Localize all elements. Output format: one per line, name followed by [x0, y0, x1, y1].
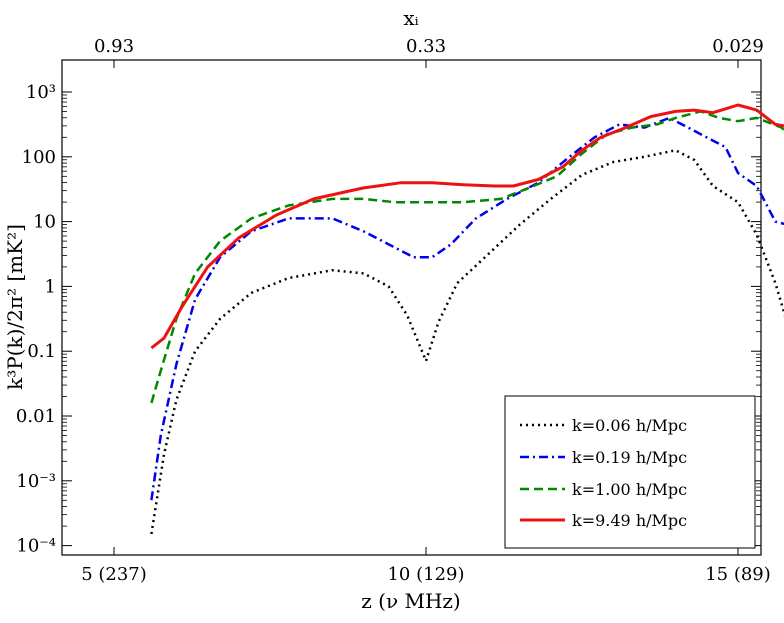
legend-label-k949: k=9.49 h/Mpc: [572, 511, 687, 530]
plot-frame: [61, 59, 762, 556]
x-tick-label-2: 15 (89): [705, 564, 771, 585]
y-tick-label-2: 10: [33, 212, 56, 233]
legend-label-k019: k=0.19 h/Mpc: [572, 448, 687, 467]
y-tick-label-7: 10⁻⁴: [16, 536, 56, 557]
y-axis-label: k³P(k)/2π² [mK²]: [3, 224, 27, 390]
series-line-2: [150, 110, 784, 404]
y-tick-label-1: 100: [22, 147, 56, 168]
legend: k=0.06 h/Mpc k=0.19 h/Mpc k=1.00 h/Mpc k…: [504, 395, 756, 549]
y-tick-label-3: 1: [45, 276, 56, 297]
x-tick-label-0: 5 (237): [81, 564, 147, 585]
top-tick-label-2: 0.029: [712, 36, 764, 57]
top-tick-label-1: 0.33: [406, 36, 446, 57]
y-tick-label-6: 10⁻³: [16, 471, 56, 492]
series-line-3: [150, 103, 784, 350]
y-tick-label-0: 10³: [26, 82, 56, 103]
series-line-0: [150, 149, 784, 535]
legend-label-k006: k=0.06 h/Mpc: [572, 416, 687, 435]
series-line-1: [150, 116, 784, 501]
legend-box: [504, 395, 756, 549]
y-tick-label-4: 0.1: [27, 341, 56, 362]
legend-label-k100: k=1.00 h/Mpc: [572, 480, 687, 499]
x-axis-label: z (ν MHz): [361, 589, 460, 613]
y-tick-label-5: 0.01: [16, 406, 56, 427]
top-tick-label-0: 0.93: [94, 36, 134, 57]
top-axis-label: xᵢ: [403, 6, 418, 30]
x-tick-label-1: 10 (129): [387, 564, 464, 585]
